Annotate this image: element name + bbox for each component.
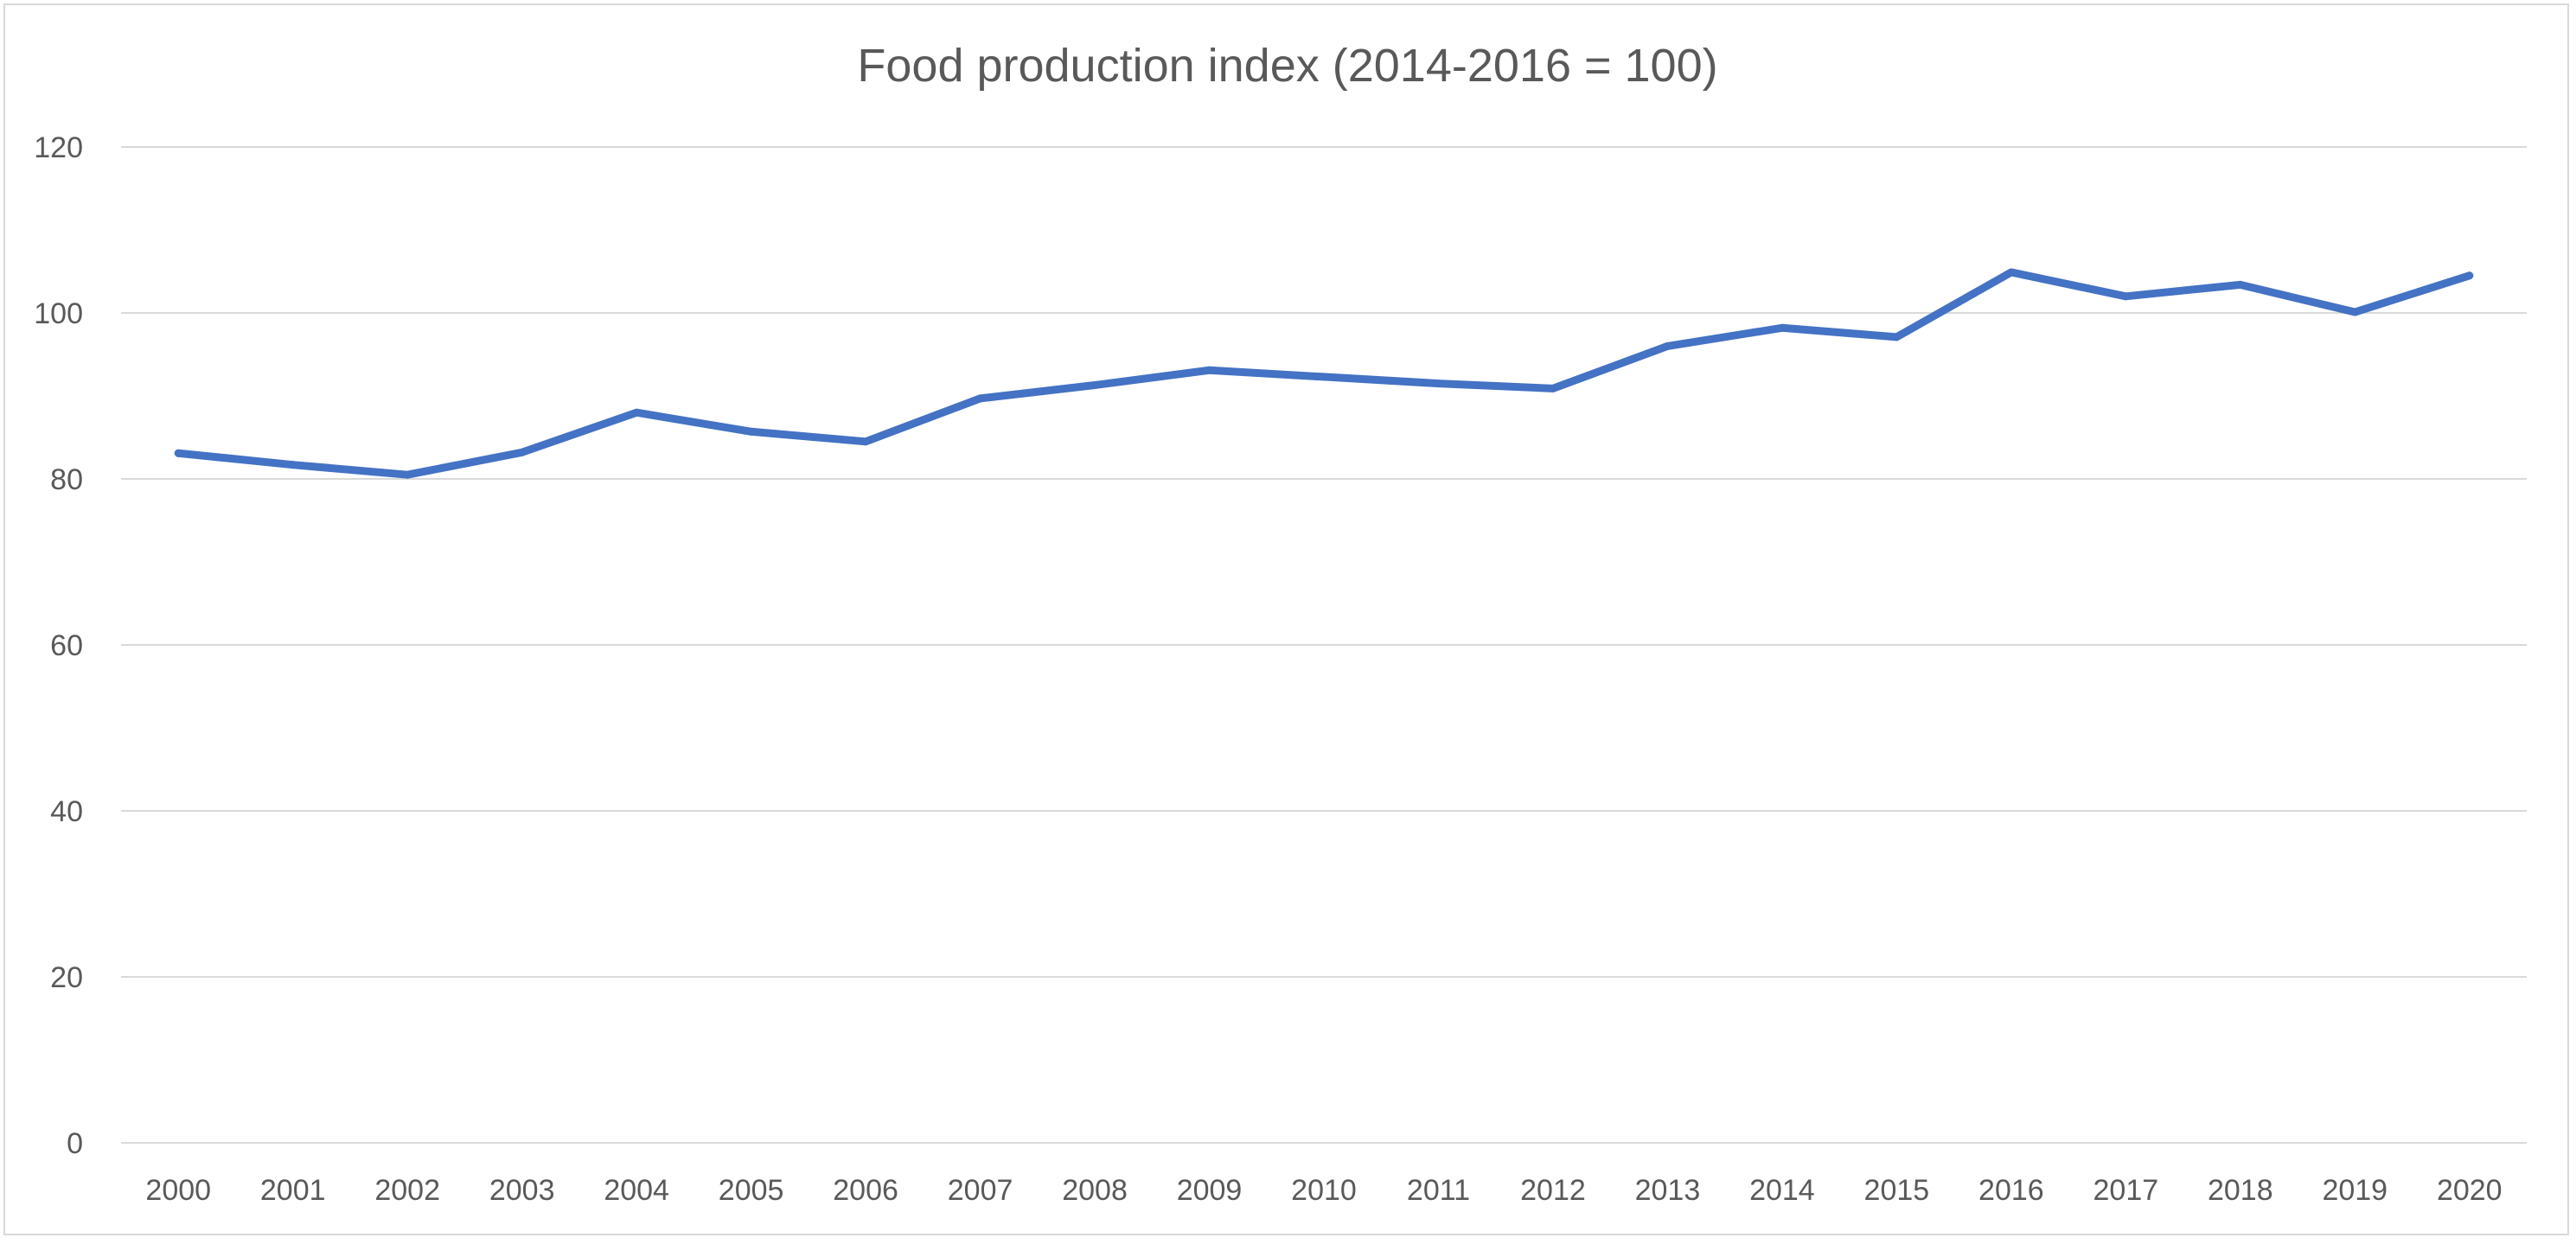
chart-frame [3,3,2569,1235]
y-axis-tick-labels: 0 20 40 60 80 100 120 [34,131,83,1160]
data-point-2017 [2121,292,2130,301]
x-axis-tick-labels: 2000 2001 2002 2003 2004 2005 2006 2007 2008 2009… [145,1174,2502,1207]
x-tick-label: 2008 [1062,1174,1128,1207]
x-tick-label: 2010 [1291,1174,1357,1207]
y-tick-label: 40 [50,795,83,828]
y-tick-label: 20 [50,961,83,994]
x-tick-label: 2006 [833,1174,898,1207]
data-point-2000 [174,449,182,457]
series-group [174,268,2474,479]
x-tick-label: 2000 [145,1174,211,1207]
data-point-2018 [2236,280,2245,289]
y-tick-label: 80 [50,463,83,496]
x-tick-label: 2007 [948,1174,1013,1207]
data-point-2012 [1549,384,1557,392]
x-tick-label: 2005 [719,1174,784,1207]
x-tick-label: 2018 [2208,1174,2273,1207]
data-point-2015 [1892,333,1901,341]
data-point-2016 [2007,268,2016,277]
y-tick-label: 100 [34,297,83,330]
data-point-2014 [1778,323,1787,332]
data-point-2010 [1320,373,1328,381]
data-point-2008 [1090,381,1099,390]
y-tick-label: 60 [50,629,83,662]
data-point-2005 [747,427,756,436]
gridlines [121,146,2527,1144]
data-point-2002 [403,470,412,479]
x-tick-label: 2013 [1635,1174,1701,1207]
data-point-2019 [2350,308,2359,316]
data-point-2001 [289,461,297,469]
y-tick-label: 0 [67,1127,83,1160]
data-point-2009 [1205,366,1214,374]
x-tick-label: 2014 [1749,1174,1815,1207]
data-point-2003 [518,448,527,456]
x-tick-label: 2012 [1520,1174,1586,1207]
y-tick-label: 120 [34,131,83,164]
x-tick-label: 2003 [489,1174,555,1207]
x-tick-label: 2019 [2322,1174,2387,1207]
data-point-2020 [2465,271,2474,280]
x-tick-label: 2011 [1407,1174,1470,1207]
x-tick-label: 2002 [374,1174,440,1207]
x-tick-label: 2004 [604,1174,669,1207]
x-tick-label: 2001 [260,1174,326,1207]
x-tick-label: 2015 [1864,1174,1930,1207]
data-point-2011 [1434,380,1442,388]
x-tick-label: 2016 [1978,1174,2044,1207]
data-point-2007 [976,394,985,403]
x-tick-label: 2020 [2437,1174,2502,1207]
x-tick-label: 2017 [2093,1174,2159,1207]
x-tick-label: 2009 [1177,1174,1243,1207]
data-point-2004 [632,408,641,417]
data-point-2006 [861,437,870,446]
data-point-2013 [1663,341,1672,350]
chart-title: Food production index (2014-2016 = 100) [857,40,1717,92]
